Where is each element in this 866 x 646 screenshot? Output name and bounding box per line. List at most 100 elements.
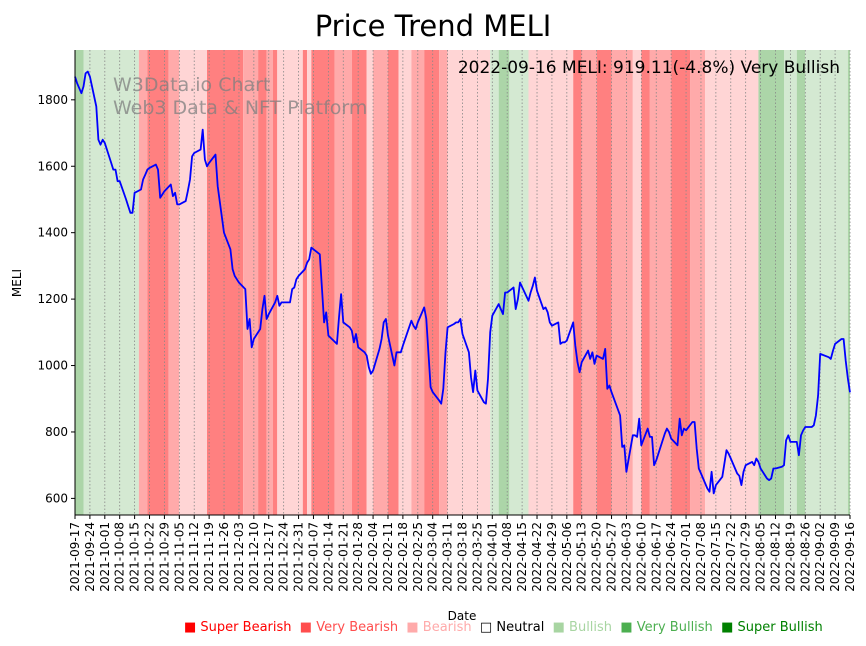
legend-label: Bullish	[564, 620, 613, 635]
x-tick-label: 2022-03-18	[456, 522, 470, 592]
regime-band	[307, 50, 312, 515]
regime-band	[847, 50, 850, 515]
regime-band	[373, 50, 388, 515]
y-tick-label: 1800	[37, 93, 68, 107]
legend-label: Super Bullish	[733, 620, 823, 635]
x-tick-label: 2021-10-08	[113, 522, 127, 592]
regime-band	[671, 50, 691, 515]
x-tick-label: 2022-03-25	[470, 522, 484, 592]
x-tick-label: 2022-02-18	[396, 522, 410, 592]
regime-band	[83, 50, 139, 515]
x-tick-label: 2021-10-29	[157, 522, 171, 592]
regime-band	[796, 50, 806, 515]
x-tick-label: 2021-09-24	[83, 522, 97, 592]
x-tick-label: 2022-09-02	[813, 522, 827, 592]
legend-item: ■ Bearish	[406, 620, 471, 635]
legend-label: Bearish	[418, 620, 472, 635]
x-tick-label: 2021-09-17	[68, 522, 82, 592]
legend-item: ■ Super Bearish	[184, 620, 292, 635]
grid-lines	[74, 50, 851, 515]
regime-band	[168, 50, 180, 515]
legend-label: Neutral	[492, 620, 545, 635]
y-axis-label: MELI	[10, 269, 24, 297]
legend-item: ■ Bullish	[553, 620, 612, 635]
x-tick-label: 2022-04-08	[500, 522, 514, 592]
regime-band	[398, 50, 412, 515]
regime-band	[573, 50, 582, 515]
x-tick-label: 2022-07-29	[739, 522, 753, 592]
regime-band	[447, 50, 491, 515]
regime-band	[273, 50, 278, 515]
watermark-line1: W3Data.io Chart	[113, 74, 270, 96]
x-tick-label: 2022-07-22	[724, 522, 738, 592]
x-tick-label: 2022-03-11	[441, 522, 455, 592]
x-tick-label: 2021-12-10	[247, 522, 261, 592]
x-tick-label: 2022-08-26	[798, 522, 812, 592]
x-tick-label: 2022-05-27	[605, 522, 619, 592]
legend-item: ■ Super Bullish	[721, 620, 823, 635]
regime-band	[632, 50, 642, 515]
x-tick-label: 2021-11-12	[187, 522, 201, 592]
regime-band	[351, 50, 367, 515]
regime-band	[75, 50, 84, 515]
legend-label: Very Bullish	[632, 620, 713, 635]
regime-band	[509, 50, 529, 515]
x-tick-label: 2022-06-10	[634, 522, 648, 592]
x-tick-label: 2022-05-13	[575, 522, 589, 592]
price-line	[74, 70, 851, 495]
legend-label: Super Bearish	[196, 620, 292, 635]
y-axis-ticks: 600 800 1000 1200 1400 1600 1800	[37, 93, 75, 505]
regime-band	[424, 50, 440, 515]
regime-band	[243, 50, 259, 515]
x-tick-label: 2022-02-04	[366, 522, 380, 592]
y-tick-label: 1200	[37, 292, 68, 306]
regime-bands	[75, 50, 850, 515]
x-tick-label: 2021-12-03	[232, 522, 246, 592]
legend-item: ■ Very Bullish	[620, 620, 713, 635]
y-tick-label: 600	[45, 491, 68, 505]
x-tick-label: 2021-12-31	[292, 522, 306, 592]
y-tick-label: 1400	[37, 226, 68, 240]
regime-band	[705, 50, 759, 515]
regime-band	[758, 50, 784, 515]
x-tick-label: 2022-03-04	[426, 522, 440, 592]
x-tick-label: 2022-05-06	[560, 522, 574, 592]
x-tick-label: 2022-08-05	[754, 522, 768, 592]
regime-band	[366, 50, 374, 515]
regime-band	[179, 50, 208, 515]
legend-swatch-icon: ■	[721, 620, 734, 635]
legend-item: ■ Very Bearish	[300, 620, 398, 635]
y-tick-label: 800	[45, 425, 68, 439]
x-tick-label: 2021-10-15	[128, 522, 142, 592]
regime-band	[611, 50, 633, 515]
regime-band	[387, 50, 399, 515]
x-tick-label: 2022-07-15	[709, 522, 723, 592]
x-tick-label: 2022-04-22	[530, 522, 544, 592]
regime-band	[258, 50, 267, 515]
legend-swatch-icon: ■	[184, 620, 197, 635]
regime-band	[498, 50, 510, 515]
y-tick-label: 1000	[37, 359, 68, 373]
x-tick-label: 2022-02-25	[411, 522, 425, 592]
x-tick-label: 2021-11-19	[202, 522, 216, 592]
x-tick-label: 2021-11-26	[217, 522, 231, 592]
x-tick-label: 2022-04-01	[485, 522, 499, 592]
regime-band	[266, 50, 274, 515]
x-tick-label: 2021-12-24	[277, 522, 291, 592]
legend: ■ Super Bearish ■ Very Bearish ■ Bearish…	[184, 620, 831, 635]
regime-band	[581, 50, 597, 515]
x-tick-label: 2022-08-12	[768, 522, 782, 592]
x-tick-label: 2022-07-08	[694, 522, 708, 592]
regime-band	[490, 50, 499, 515]
x-tick-label: 2022-06-03	[619, 522, 633, 592]
legend-label: Very Bearish	[312, 620, 399, 635]
regime-band	[207, 50, 244, 515]
x-axis-label: Date	[448, 609, 477, 623]
x-tick-label: 2022-08-19	[783, 522, 797, 592]
chart-title: Price Trend MELI	[315, 9, 552, 43]
regime-band	[277, 50, 303, 515]
regime-band	[439, 50, 448, 515]
regime-band	[311, 50, 335, 515]
watermark-line2: Web3 Data & NFT Platform	[113, 97, 367, 119]
latest-price-annotation: 2022-09-16 MELI: 919.11(-4.8%) Very Bull…	[458, 58, 840, 78]
